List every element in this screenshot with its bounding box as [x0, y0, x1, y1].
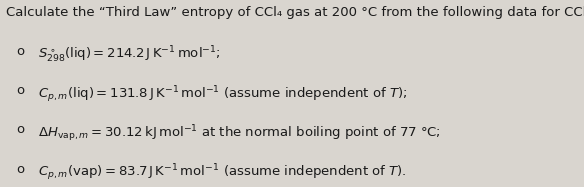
Text: $S^\circ_{298}\mathrm{(liq)} = 214.2\,\mathrm{J\,K^{-1}\,mol^{-1}}$;: $S^\circ_{298}\mathrm{(liq)} = 214.2\,\m…: [38, 45, 221, 65]
Text: Calculate the “Third Law” entropy of CCl₄ gas at 200 °C from the following data : Calculate the “Third Law” entropy of CCl…: [6, 6, 584, 19]
Text: o: o: [16, 84, 25, 97]
Text: $C_{p,m}\mathrm{(liq)} = 131.8\,\mathrm{J\,K^{-1}\,mol^{-1}}$ (assume independen: $C_{p,m}\mathrm{(liq)} = 131.8\,\mathrm{…: [38, 84, 407, 105]
Text: o: o: [16, 45, 25, 58]
Text: o: o: [16, 123, 25, 137]
Text: $C_{p,m}\mathrm{(vap)} = 83.7\,\mathrm{J\,K^{-1}\,mol^{-1}}$ (assume independent: $C_{p,m}\mathrm{(vap)} = 83.7\,\mathrm{J…: [38, 163, 406, 183]
Text: o: o: [16, 163, 25, 176]
Text: $\Delta H_{\mathrm{vap},m} = 30.12\,\mathrm{kJ\,mol^{-1}}$ at the normal boiling: $\Delta H_{\mathrm{vap},m} = 30.12\,\mat…: [38, 123, 441, 144]
